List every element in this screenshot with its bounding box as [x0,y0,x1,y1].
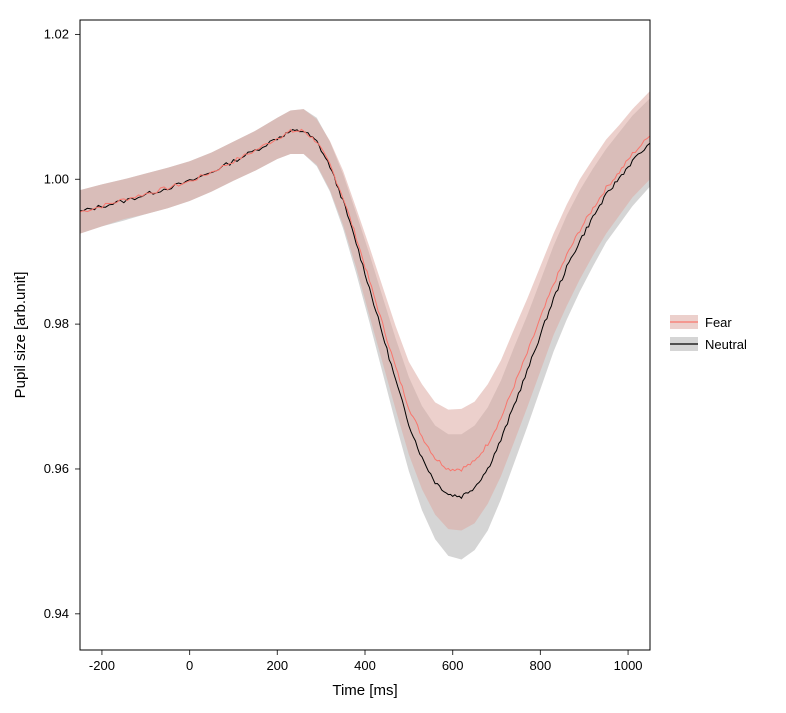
x-tick-label: 0 [186,658,193,673]
plot-background [80,20,650,650]
legend-label-fear: Fear [705,315,732,330]
x-tick-label: 400 [354,658,376,673]
y-tick-label: 1.02 [44,26,69,41]
x-tick-label: -200 [89,658,115,673]
x-tick-label: 800 [530,658,552,673]
y-tick-label: 0.94 [44,606,69,621]
y-tick-label: 1.00 [44,171,69,186]
y-axis-label: Pupil size [arb.unit] [12,272,29,399]
y-tick-label: 0.98 [44,316,69,331]
legend: Fear Neutral [670,315,747,352]
y-tick-label: 0.96 [44,461,69,476]
legend-label-neutral: Neutral [705,337,747,352]
x-axis-label: Time [ms] [332,682,397,699]
x-tick-label: 1000 [614,658,643,673]
x-tick-label: 600 [442,658,464,673]
pupil-size-chart: -200 0 200 400 600 800 1000 0.94 0.96 0.98 1.00 1.0… [0,0,786,713]
x-tick-label: 200 [266,658,288,673]
